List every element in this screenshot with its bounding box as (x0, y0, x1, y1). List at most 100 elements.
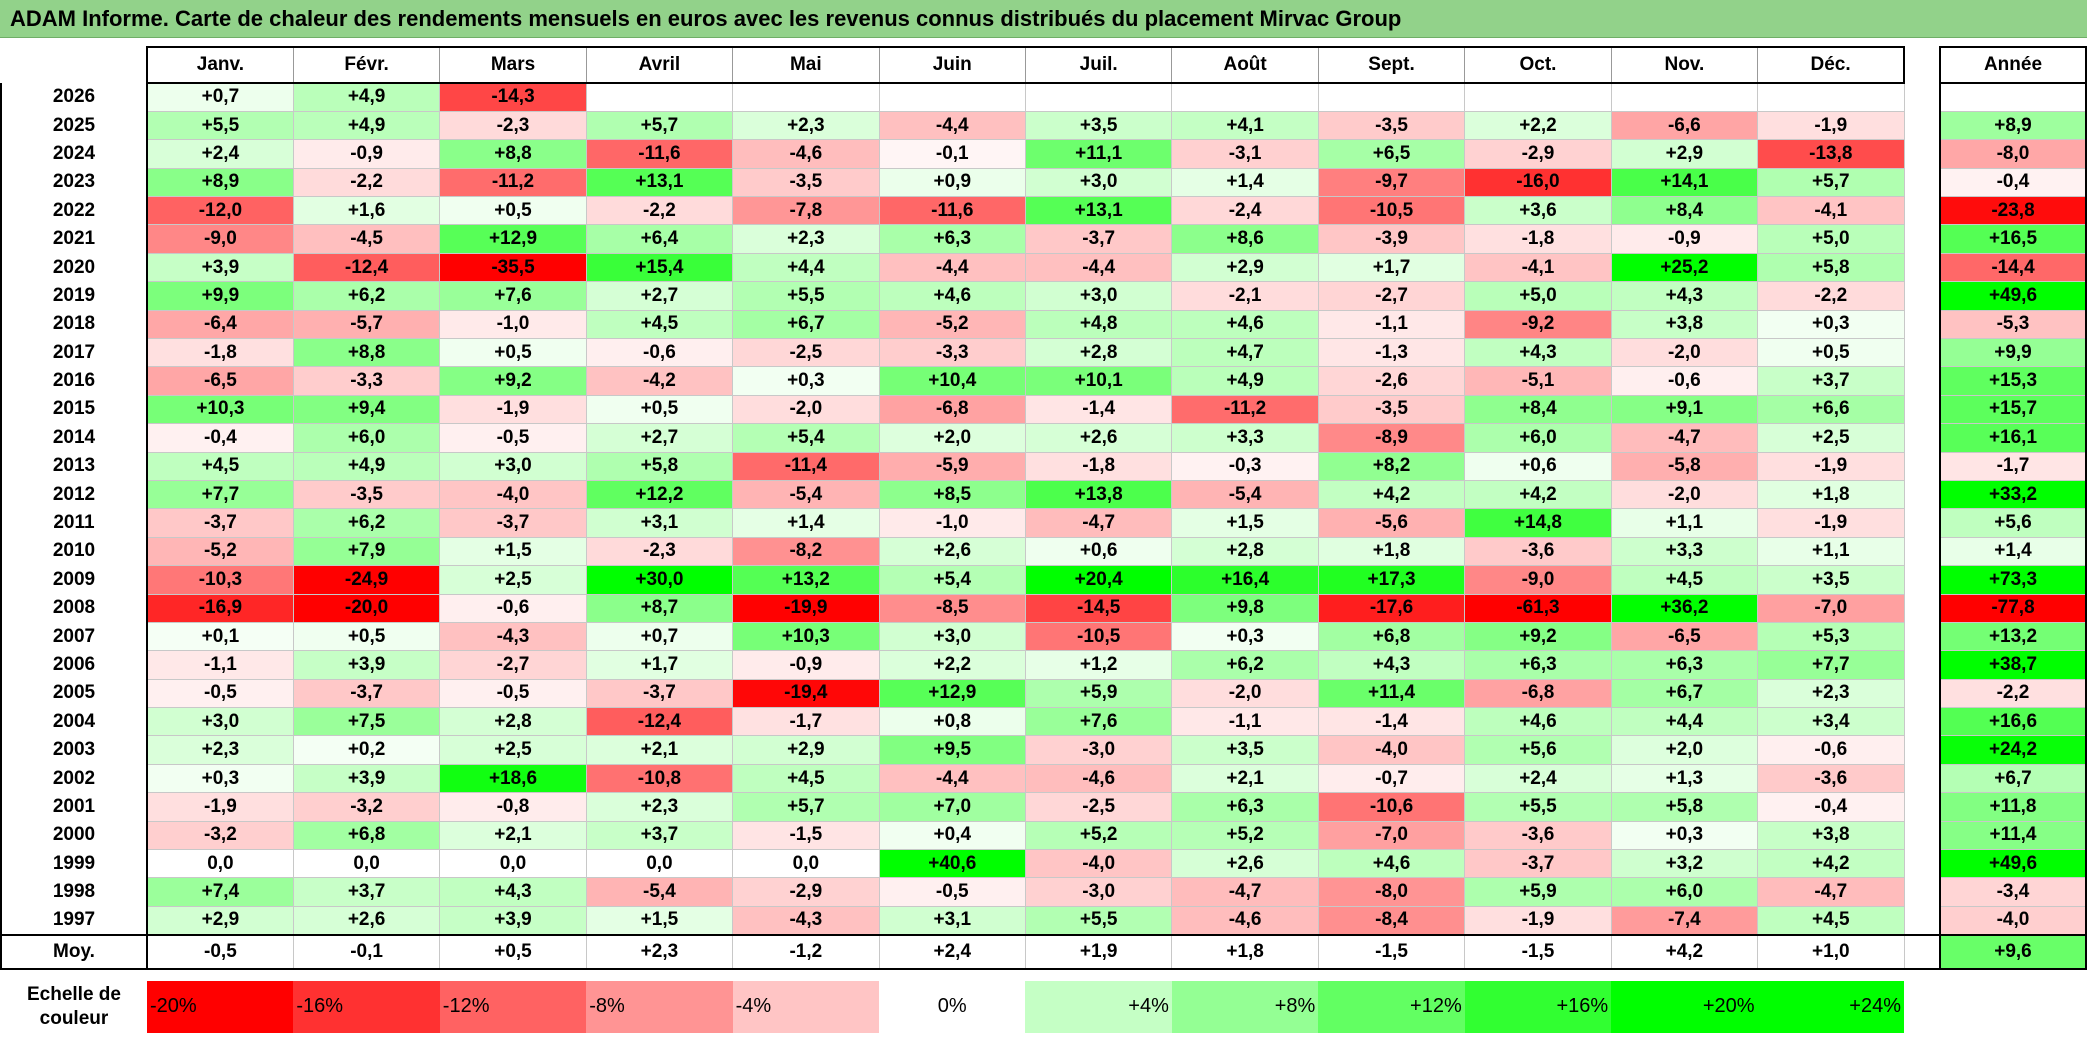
heatmap-cell: +6,7 (732, 309, 880, 340)
column-gap (1904, 679, 1940, 708)
heatmap-cell: +4,9 (292, 110, 441, 141)
heatmap-cell: +4,4 (1610, 707, 1759, 737)
heatmap-cell: +7,6 (1024, 707, 1173, 737)
heatmap-cell: -0,9 (732, 650, 880, 680)
heatmap-cell: +9,2 (439, 366, 587, 396)
heatmap-cell: +5,5 (1464, 792, 1612, 822)
heatmap-cell: +1,3 (1610, 763, 1759, 794)
heatmap-cell: -3,6 (1757, 763, 1905, 794)
annual-cell: -0,4 (1938, 167, 2087, 198)
heatmap-cell: +10,3 (146, 394, 294, 425)
heatmap-cell: +4,8 (1024, 309, 1173, 340)
heatmap-cell: +2,3 (732, 224, 880, 254)
heatmap-cell: -6,6 (1610, 110, 1759, 141)
heatmap-cell: +4,3 (1464, 338, 1612, 368)
heatmap-cell: +5,8 (1610, 792, 1759, 822)
heatmap-cell: +4,7 (1171, 338, 1319, 368)
heatmap-cell: -3,7 (292, 678, 441, 709)
heatmap-cell: -7,0 (1757, 593, 1905, 623)
heatmap-cell: -4,0 (1317, 735, 1466, 765)
color-scale-swatch: +16% (1464, 980, 1612, 1033)
heatmap-cell: +2,3 (146, 735, 294, 765)
heatmap-cell: +6,0 (292, 423, 441, 453)
year-label: 2016 (0, 366, 148, 396)
column-gap (1904, 849, 1940, 878)
month-header: Août (1171, 46, 1319, 84)
heatmap-cell: -0,6 (439, 593, 587, 623)
heatmap-cell: -1,7 (732, 707, 880, 737)
annual-cell: +38,7 (1938, 650, 2087, 680)
heatmap-cell: +3,7 (292, 877, 441, 907)
year-row: 2008 -16,9 -20,0 -0,6 +8,7 -19,9 -8,5 -14,5 +9,8… (0, 593, 2087, 623)
annual-cell: -5,3 (1938, 309, 2087, 340)
heatmap-cell: +8,4 (1610, 196, 1759, 226)
heatmap-cell: -3,6 (1464, 820, 1612, 851)
year-label: 1998 (0, 877, 148, 907)
heatmap-cell: +2,6 (1171, 849, 1319, 879)
heatmap-cell: -2,9 (732, 877, 880, 907)
heatmap-cell: -10,6 (1317, 792, 1466, 822)
month-header: Juin (878, 46, 1026, 84)
heatmap-cell: +1,1 (1757, 536, 1905, 567)
year-label: 2025 (0, 111, 148, 140)
heatmap-cell: +4,2 (1757, 849, 1905, 879)
heatmap-cell: +4,9 (292, 82, 441, 112)
heatmap-cell: +2,5 (439, 735, 587, 765)
year-label: 2011 (0, 508, 148, 538)
heatmap-cell: +2,1 (585, 735, 734, 765)
color-scale-swatch: -16% (293, 980, 440, 1033)
heatmap-cell: -5,8 (1610, 451, 1759, 481)
heatmap-cell: -4,7 (1610, 423, 1759, 453)
heatmap-cell: +4,3 (1317, 650, 1466, 680)
heatmap-cell: -1,9 (1464, 905, 1612, 936)
heatmap-cell: +5,5 (1024, 905, 1173, 936)
heatmap-cell: -0,5 (146, 678, 294, 709)
heatmap-cell: +2,9 (1610, 139, 1759, 169)
heatmap-cell: +8,5 (878, 479, 1026, 510)
heatmap-cell: +3,3 (1610, 536, 1759, 567)
heatmap-cell: -19,4 (732, 678, 880, 709)
heatmap-cell: -3,5 (1317, 394, 1466, 425)
heatmap-cell: +15,4 (585, 252, 734, 283)
heatmap-cell: -3,0 (1024, 877, 1173, 907)
heatmap-cell: +2,9 (1171, 252, 1319, 283)
heatmap-cell: -1,4 (1317, 707, 1466, 737)
year-label: 2015 (0, 395, 148, 424)
heatmap-cell: -8,4 (1317, 905, 1466, 936)
year-label: 2008 (0, 594, 148, 623)
heatmap-cell: -4,1 (1757, 196, 1905, 226)
heatmap-cell: +30,0 (585, 565, 734, 595)
year-row: 1997 +2,9 +2,6 +3,9 +1,5 -4,3 +3,1 +5,5 -4,6 -8,4… (0, 905, 2087, 936)
average-cell: +2,3 (585, 933, 734, 970)
heatmap-cell: -5,7 (292, 309, 441, 340)
average-cell: -0,5 (146, 933, 294, 970)
heatmap-cell: -9,7 (1317, 167, 1466, 198)
year-row: 2002 +0,3 +3,9 +18,6 -10,8 +4,5 -4,4 -4,6 +2,1 -0… (0, 763, 2087, 794)
heatmap-cell: 0,0 (146, 849, 294, 879)
annual-cell: -77,8 (1938, 593, 2087, 623)
year-row: 2023 +8,9 -2,2 -11,2 +13,1 -3,5 +0,9 +3,0 +1,4 -9… (0, 167, 2087, 198)
heatmap-cell: -1,8 (1464, 224, 1612, 254)
heatmap-cell: +6,3 (1171, 792, 1319, 822)
heatmap-cell: -8,5 (878, 593, 1026, 623)
year-label: 2001 (0, 792, 148, 822)
year-label: 2007 (0, 622, 148, 651)
heatmap-cell: -4,0 (439, 479, 587, 510)
title-bar: ADAM Informe. Carte de chaleur des rende… (0, 0, 2087, 38)
heatmap-cell: -1,5 (732, 820, 880, 851)
heatmap-cell: +1,4 (732, 508, 880, 538)
average-cell: +2,4 (878, 933, 1026, 970)
heatmap-cell: -4,5 (292, 224, 441, 254)
heatmap-cell: -6,8 (878, 394, 1026, 425)
average-cell: -1,5 (1464, 933, 1612, 970)
heatmap-cell: +3,0 (878, 621, 1026, 652)
heatmap-cell: -5,9 (878, 451, 1026, 481)
heatmap-cell: -1,1 (1171, 707, 1319, 737)
heatmap-cell: +25,2 (1610, 252, 1759, 283)
year-label: 2009 (0, 565, 148, 595)
heatmap-cell: +3,3 (1171, 423, 1319, 453)
color-scale-row: Echelle de couleur -20% -16% -12% -8% -4% 0% +4… (1, 980, 2086, 1033)
column-gap (1904, 253, 1940, 282)
heatmap-cell: +14,8 (1464, 508, 1612, 538)
heatmap-cell: -3,5 (732, 167, 880, 198)
